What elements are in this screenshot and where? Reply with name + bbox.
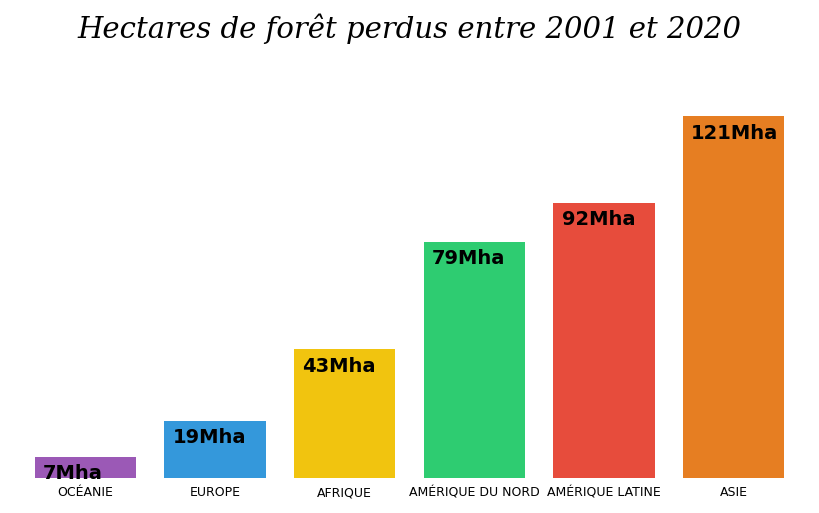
Text: 19Mha: 19Mha: [173, 428, 246, 447]
Text: 79Mha: 79Mha: [432, 249, 505, 268]
Bar: [554, 203, 654, 478]
Title: Hectares de forêt perdus entre 2001 et 2020: Hectares de forêt perdus entre 2001 et 2…: [78, 14, 741, 45]
Text: 43Mha: 43Mha: [302, 357, 376, 376]
Bar: [423, 242, 525, 478]
Bar: [294, 349, 396, 478]
Bar: [165, 421, 265, 478]
Bar: [683, 116, 785, 478]
Bar: [34, 457, 136, 478]
Text: 121Mha: 121Mha: [691, 124, 779, 143]
Text: 7Mha: 7Mha: [43, 464, 102, 483]
Text: 92Mha: 92Mha: [562, 210, 635, 229]
